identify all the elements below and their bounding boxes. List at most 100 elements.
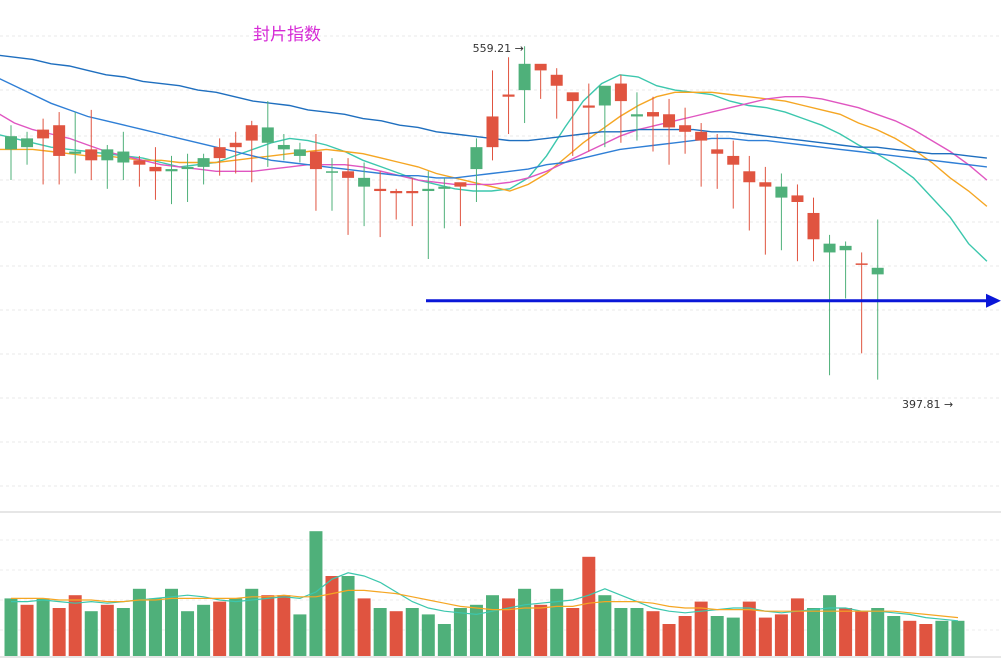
candle (390, 188, 403, 220)
candle-body (727, 155, 740, 165)
candle-body (454, 182, 467, 187)
candle (133, 155, 146, 187)
volume-bar (20, 604, 34, 656)
volume-bar (807, 608, 820, 656)
candle (21, 131, 34, 165)
price-grid (0, 35, 1001, 513)
volume-bars (4, 531, 965, 656)
candle-body (807, 212, 820, 240)
volume-bar (325, 576, 339, 656)
candle (197, 153, 210, 185)
volume-bar (213, 601, 227, 656)
candle-body (406, 191, 419, 194)
vol_ma_b-line (11, 589, 959, 619)
candle-body (358, 177, 371, 187)
candle (486, 70, 499, 161)
volume-bar (662, 624, 676, 656)
support-arrowhead (986, 293, 1001, 308)
volume-bar (148, 598, 162, 656)
candle (69, 112, 82, 174)
chart-title: 封片指数 (253, 25, 321, 45)
candles (5, 46, 884, 380)
candle-body (53, 125, 66, 156)
candle (807, 197, 820, 262)
volume-bar (935, 620, 949, 656)
candle (245, 120, 258, 183)
volume-bar (710, 616, 724, 656)
volume-bar (4, 598, 18, 656)
volume-bar (726, 617, 740, 656)
candle (614, 74, 627, 143)
volume-bar (823, 595, 837, 656)
volume-bar (261, 595, 275, 656)
candle-body (486, 116, 499, 148)
volume-bar (453, 608, 467, 656)
volume-bar (68, 595, 82, 656)
candle (85, 109, 98, 181)
ma20-line (0, 95, 988, 186)
volume-bar (694, 601, 708, 656)
volume-bar (309, 531, 323, 656)
volume-bar (919, 624, 933, 656)
volume-bar (534, 604, 548, 656)
candle-body (855, 263, 868, 265)
candle-body (37, 129, 50, 139)
candle-body (229, 142, 242, 148)
candle (438, 177, 451, 229)
candle-body (5, 136, 17, 150)
candle (454, 182, 467, 227)
volume-bar (389, 611, 403, 656)
candle-body (614, 83, 627, 102)
volume-bar (421, 614, 435, 656)
candle (679, 107, 692, 154)
candle (582, 83, 595, 152)
candle-body (277, 144, 290, 150)
volume-bar (181, 611, 195, 656)
volume-bar (774, 614, 788, 656)
volume-bar (132, 588, 146, 656)
volume-bar (550, 588, 564, 656)
candle-body (422, 188, 435, 192)
candle-body (390, 191, 403, 194)
candle-body (711, 149, 724, 154)
candle (309, 133, 322, 211)
candle-body (309, 151, 322, 170)
candle-body (502, 94, 515, 97)
volume-bar (405, 608, 419, 656)
candle (406, 177, 419, 227)
candle-body (823, 243, 836, 253)
candle (277, 133, 290, 161)
candle-body (534, 63, 547, 71)
volume-bar (52, 608, 66, 656)
candle-body (518, 63, 531, 91)
support-line (426, 293, 1001, 308)
volume-bar (293, 614, 307, 656)
volume-ma-lines (11, 572, 959, 622)
volume-bar (887, 616, 901, 656)
candle (101, 144, 114, 189)
candle-body (871, 267, 884, 275)
candle (534, 63, 547, 99)
volume-bar (758, 617, 772, 656)
candle (374, 171, 387, 238)
candle (37, 118, 50, 185)
volume-bar (437, 624, 451, 656)
volume-bar (277, 595, 291, 656)
candle (855, 252, 868, 354)
volume-bar (871, 608, 885, 656)
candle (502, 57, 515, 134)
candle-body (101, 149, 114, 161)
volume-bar (598, 595, 612, 656)
volume-bar (790, 598, 804, 656)
ma30-line (0, 78, 987, 179)
volume-bar (486, 595, 499, 656)
candle-body (775, 186, 788, 198)
volume-bar (502, 598, 516, 656)
volume-bar (36, 598, 50, 656)
candle-body (791, 195, 804, 202)
candle (711, 133, 724, 189)
candle (261, 101, 274, 167)
candle-body (149, 166, 162, 172)
candle-body (582, 105, 595, 108)
candle (647, 96, 659, 152)
